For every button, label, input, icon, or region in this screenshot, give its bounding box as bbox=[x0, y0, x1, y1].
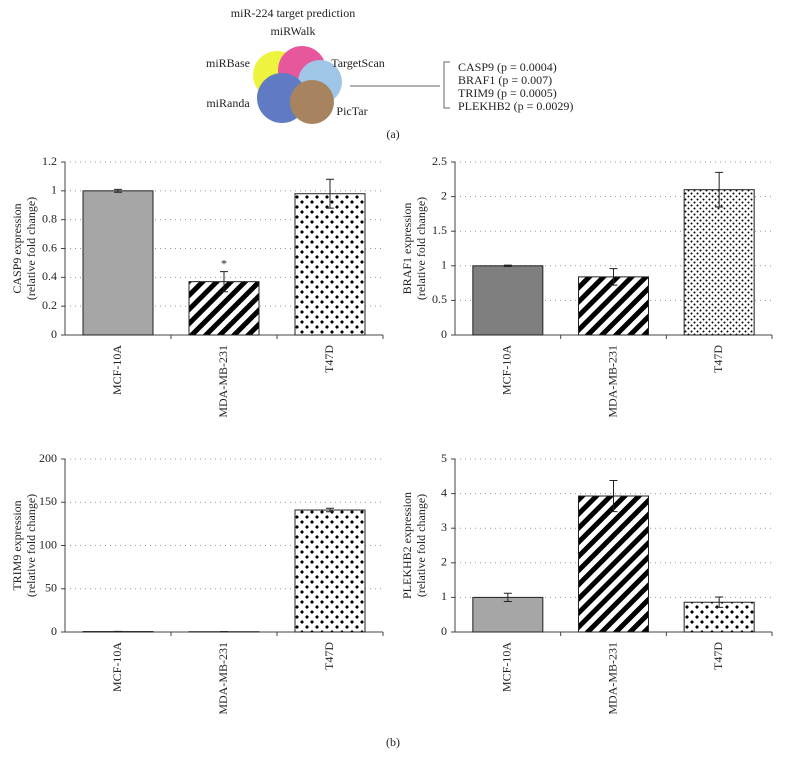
error-bar bbox=[326, 507, 334, 513]
error-bar bbox=[609, 479, 618, 513]
error-bar bbox=[503, 264, 512, 267]
x-tick-label: MDA-MB-231 bbox=[605, 642, 619, 715]
x-tick-label: MDA-MB-231 bbox=[605, 345, 619, 418]
bar bbox=[683, 189, 755, 336]
bar bbox=[294, 509, 366, 633]
bar bbox=[472, 265, 544, 336]
venn-center-label: miRWalk bbox=[270, 24, 315, 38]
error-bar bbox=[114, 188, 122, 193]
x-tick-label: MDA-MB-231 bbox=[216, 345, 230, 418]
bar bbox=[472, 596, 544, 633]
bar bbox=[294, 193, 366, 336]
y-tick-label: 0 bbox=[51, 624, 57, 638]
x-tick-label: MCF-10A bbox=[500, 345, 514, 395]
target-gene: BRAF1 (p = 0.007) bbox=[458, 73, 552, 87]
y-tick-label: 1 bbox=[441, 258, 447, 272]
y-axis-label: BRAF1 expression bbox=[400, 203, 414, 295]
x-tick-label: MCF-10A bbox=[110, 642, 124, 692]
y-tick-label: 200 bbox=[39, 451, 57, 465]
error-bar bbox=[220, 271, 228, 293]
y-axis-label: PLEKHB2 expression bbox=[400, 492, 414, 599]
venn-label: PicTar bbox=[336, 104, 367, 118]
target-gene: TRIM9 (p = 0.0005) bbox=[458, 86, 557, 100]
y-tick-label: 0.6 bbox=[42, 240, 57, 254]
panel-label: (a) bbox=[386, 127, 399, 141]
y-axis-label: (relative fold change) bbox=[414, 197, 428, 300]
bar bbox=[578, 495, 649, 633]
panel-a-title: miR-224 target prediction bbox=[231, 6, 355, 20]
y-tick-label: 2 bbox=[441, 555, 447, 569]
error-bar bbox=[326, 178, 334, 209]
annotation: * bbox=[221, 256, 227, 270]
y-tick-label: 5 bbox=[441, 451, 447, 465]
y-tick-label: 1.5 bbox=[432, 223, 447, 237]
y-tick-label: 3 bbox=[441, 520, 447, 534]
y-axis-label: TRIM9 expression bbox=[10, 500, 24, 590]
y-tick-label: 0.5 bbox=[432, 292, 447, 306]
y-tick-label: 0.4 bbox=[42, 269, 57, 283]
y-tick-label: 150 bbox=[39, 494, 57, 508]
bar bbox=[82, 190, 154, 336]
y-tick-label: 1 bbox=[441, 589, 447, 603]
x-tick-label: T47D bbox=[711, 642, 725, 670]
y-tick-label: 0 bbox=[441, 327, 447, 341]
y-tick-label: 0 bbox=[441, 624, 447, 638]
y-tick-label: 2 bbox=[441, 188, 447, 202]
x-tick-label: T47D bbox=[322, 642, 336, 670]
target-gene: CASP9 (p = 0.0004) bbox=[458, 60, 557, 74]
y-axis-label: (relative fold change) bbox=[414, 494, 428, 597]
error-bar bbox=[609, 268, 618, 286]
x-tick-label: MCF-10A bbox=[110, 345, 124, 395]
x-tick-label: MDA-MB-231 bbox=[216, 642, 230, 715]
y-tick-label: 2.5 bbox=[432, 154, 447, 168]
error-bar bbox=[503, 592, 512, 603]
y-tick-label: 1 bbox=[51, 183, 57, 197]
error-bar bbox=[715, 596, 724, 608]
y-tick-label: 0.8 bbox=[42, 211, 57, 225]
y-tick-label: 0.2 bbox=[42, 298, 57, 312]
y-axis-label: (relative fold change) bbox=[24, 197, 38, 300]
panel-label: (b) bbox=[386, 735, 400, 749]
venn-label: miRBase bbox=[206, 56, 250, 70]
y-tick-label: 0 bbox=[51, 327, 57, 341]
error-bar bbox=[715, 171, 724, 208]
bar bbox=[578, 276, 649, 336]
x-tick-label: T47D bbox=[711, 345, 725, 373]
venn-label: TargetScan bbox=[331, 56, 385, 70]
venn-label: miRanda bbox=[206, 96, 250, 110]
x-tick-label: MCF-10A bbox=[500, 642, 514, 692]
y-tick-label: 50 bbox=[45, 581, 57, 595]
y-axis-label: (relative fold change) bbox=[24, 494, 38, 597]
venn-diagram bbox=[253, 46, 342, 124]
x-tick-label: T47D bbox=[322, 345, 336, 373]
y-axis-label: CASP9 expression bbox=[10, 203, 24, 293]
bracket bbox=[350, 61, 450, 109]
y-tick-label: 1.2 bbox=[42, 154, 57, 168]
y-tick-label: 4 bbox=[441, 485, 447, 499]
target-gene: PLEKHB2 (p = 0.0029) bbox=[458, 99, 573, 113]
y-tick-label: 100 bbox=[39, 537, 57, 551]
